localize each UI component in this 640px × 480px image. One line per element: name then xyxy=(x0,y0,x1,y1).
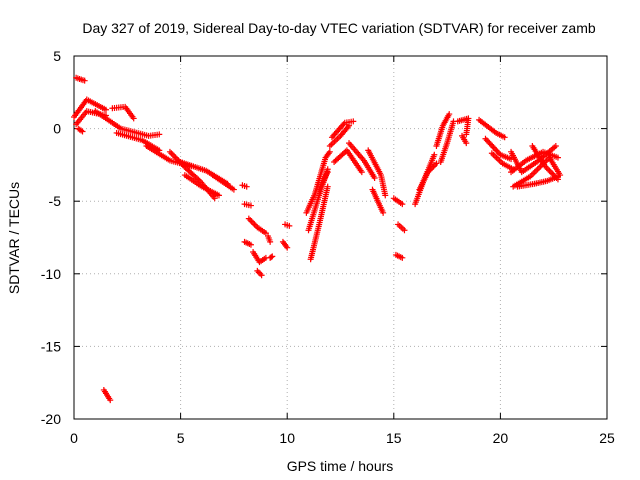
x-tick-label: 10 xyxy=(279,430,295,446)
x-tick-label: 15 xyxy=(386,430,402,446)
data-point xyxy=(554,154,561,161)
data-point xyxy=(486,140,493,147)
data-point xyxy=(250,219,257,226)
axis-ticks xyxy=(73,55,608,420)
data-point xyxy=(350,118,357,125)
y-tick-label: -15 xyxy=(41,338,61,354)
data-point xyxy=(130,115,137,122)
data-point xyxy=(531,169,538,176)
x-axis-label: GPS time / hours xyxy=(287,458,394,474)
y-tick-label: 0 xyxy=(53,121,61,137)
data-point xyxy=(533,167,540,174)
data-point xyxy=(81,77,88,84)
y-tick-label: -20 xyxy=(41,411,61,427)
data-point xyxy=(230,186,237,193)
data-point xyxy=(166,148,173,155)
data-point xyxy=(371,174,378,181)
x-tick-label: 0 xyxy=(70,430,78,446)
data-point xyxy=(482,135,489,142)
data-point xyxy=(536,164,543,171)
data-point xyxy=(245,215,252,222)
data-point xyxy=(491,145,498,152)
x-tick-label: 25 xyxy=(599,430,615,446)
data-point xyxy=(485,138,492,145)
data-point xyxy=(251,221,258,228)
data-point xyxy=(463,140,470,147)
data-point xyxy=(324,169,331,176)
chart-title: Day 327 of 2019, Sidereal Day-to-day VTE… xyxy=(82,20,595,36)
data-point xyxy=(267,238,274,245)
data-point xyxy=(401,227,408,234)
data-point xyxy=(247,241,254,248)
x-tick-labels: 0 5 10 15 20 25 xyxy=(70,430,615,446)
data-point xyxy=(326,148,333,155)
data-point xyxy=(79,128,86,135)
plot-frame xyxy=(73,55,608,420)
data-point xyxy=(552,143,559,150)
data-point xyxy=(258,272,265,279)
data-point xyxy=(286,222,293,229)
data-point xyxy=(243,183,250,190)
data-point xyxy=(102,106,109,113)
x-tick-label: 5 xyxy=(177,430,185,446)
data-point xyxy=(382,192,389,199)
data-point xyxy=(494,148,501,155)
data-point xyxy=(547,169,554,176)
data-point xyxy=(431,151,438,158)
y-tick-label: -10 xyxy=(41,266,61,282)
data-point xyxy=(211,195,218,202)
data-point xyxy=(168,150,175,157)
data-point xyxy=(501,134,508,141)
data-point xyxy=(545,166,552,173)
data-point xyxy=(483,137,490,144)
data-point xyxy=(489,143,496,150)
data-point xyxy=(268,254,275,261)
y-tick-labels: -20 -15 -10 -5 0 5 xyxy=(41,48,61,427)
data-point xyxy=(463,131,470,138)
data-point xyxy=(248,218,255,225)
data-point xyxy=(493,147,500,154)
data-point xyxy=(487,141,494,148)
data-point xyxy=(546,167,553,174)
data-point xyxy=(446,111,453,118)
data-point xyxy=(255,269,262,276)
data-point xyxy=(324,183,331,190)
y-axis-label: SDTVAR / TECUs xyxy=(6,182,22,294)
data-point xyxy=(169,151,176,158)
data-point xyxy=(399,254,406,261)
data-point xyxy=(358,169,365,176)
data-point xyxy=(269,253,276,260)
y-tick-label: 5 xyxy=(53,48,61,64)
y-tick-label: -5 xyxy=(49,193,62,209)
data-point xyxy=(215,192,222,199)
grid-lines xyxy=(74,56,607,419)
data-point xyxy=(530,170,537,177)
data-point xyxy=(257,270,264,277)
data-point xyxy=(107,397,114,404)
data-point xyxy=(490,144,497,151)
data-point xyxy=(284,244,291,251)
data-points xyxy=(71,74,564,404)
data-point xyxy=(156,131,163,138)
x-tick-label: 20 xyxy=(493,430,509,446)
data-point xyxy=(247,217,254,224)
data-point xyxy=(254,267,261,274)
data-point xyxy=(534,166,541,173)
data-point xyxy=(247,202,254,209)
data-point xyxy=(433,160,440,167)
data-point xyxy=(554,176,561,183)
data-point xyxy=(380,209,387,216)
data-point xyxy=(399,201,406,208)
